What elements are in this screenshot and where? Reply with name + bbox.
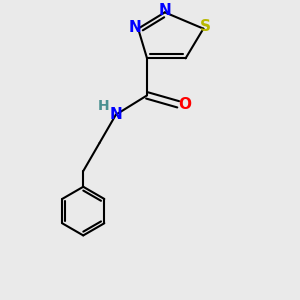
Text: O: O xyxy=(178,97,191,112)
Text: H: H xyxy=(98,99,109,113)
Text: N: N xyxy=(110,107,122,122)
Text: S: S xyxy=(200,19,211,34)
Text: N: N xyxy=(128,20,141,35)
Text: N: N xyxy=(158,3,171,18)
